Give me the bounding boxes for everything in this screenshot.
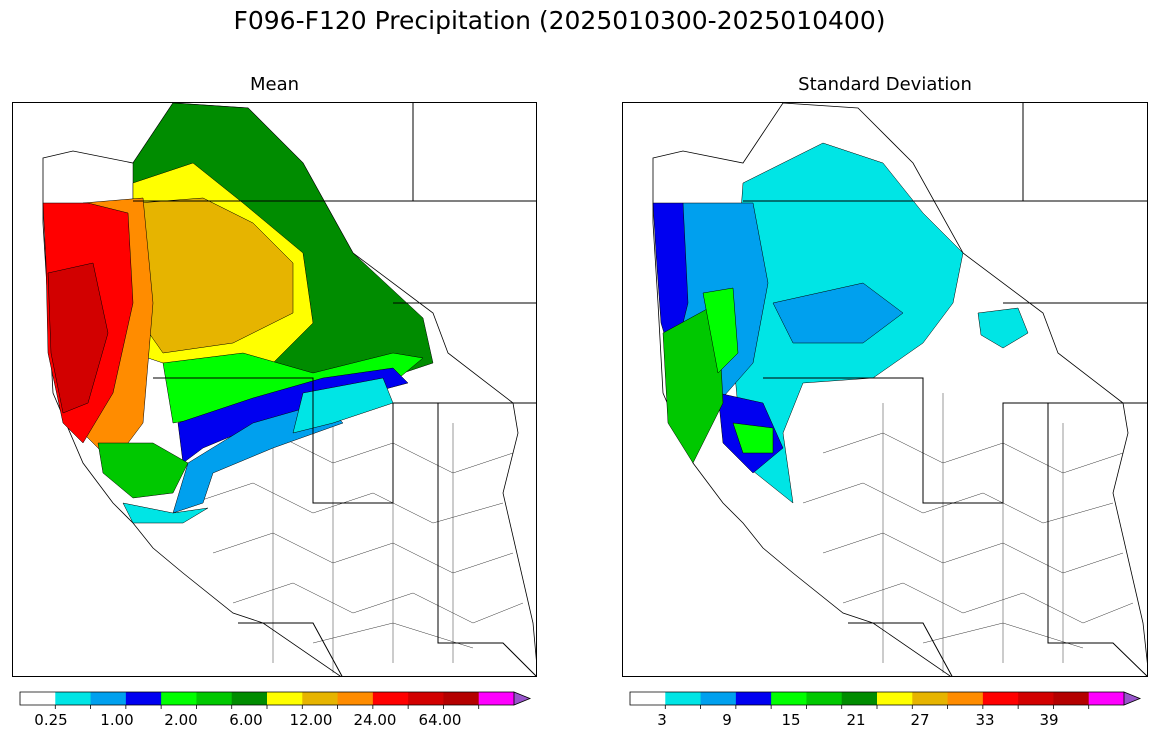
mean-colorbar-svg <box>19 691 532 709</box>
stddev-colorbar <box>629 690 1142 709</box>
stddev-colorbar-svg <box>629 691 1142 709</box>
mean-tick-label: 64.00 <box>418 711 462 729</box>
stddev-tick-label: 9 <box>722 711 732 729</box>
precip-green-south <box>97 442 189 499</box>
stddev-colorbar-swatch <box>877 692 913 705</box>
stddev-tick-label: 15 <box>781 711 801 729</box>
mean-colorbar-swatch <box>302 692 339 705</box>
mean-colorbar-swatch <box>161 692 197 705</box>
mean-colorbar-swatch <box>267 692 303 705</box>
precip-cyan <box>292 377 394 434</box>
stddev-lightgreen <box>702 287 739 374</box>
mean-tick-label: 24.00 <box>353 711 397 729</box>
stddev-tick-label: 21 <box>846 711 866 729</box>
stddev-colorbar-swatch <box>982 692 1019 705</box>
mean-colorbar-swatch <box>20 692 56 705</box>
stddev-midblue-inland <box>772 282 904 344</box>
stddev-tick-label: 27 <box>910 711 930 729</box>
mean-colorbar-swatch <box>372 692 409 705</box>
stddev-map <box>622 102 1148 677</box>
mean-tick-label: 0.25 <box>34 711 68 729</box>
figure-title: F096-F120 Precipitation (2025010300-2025… <box>233 6 886 35</box>
mean-colorbar <box>19 690 532 709</box>
stddev-colorbar-swatch <box>1053 692 1090 705</box>
mean-colorbar-extend-arrow <box>513 691 532 706</box>
stddev-tick-label: 33 <box>975 711 995 729</box>
stddev-colorbar-swatch <box>947 692 984 705</box>
stddev-colorbar-swatch <box>700 692 737 705</box>
mean-panel-title: Mean <box>249 74 300 95</box>
stddev-colorbar-swatch <box>1088 692 1125 705</box>
stddev-colorbar-swatch <box>912 692 949 705</box>
mean-colorbar-swatch <box>231 692 268 705</box>
stddev-cyan-east <box>977 307 1029 349</box>
stddev-map-canvas <box>652 103 1147 676</box>
stddev-colorbar-swatch <box>771 692 807 705</box>
mean-colorbar-swatch <box>443 692 480 705</box>
stddev-colorbar-swatch <box>665 692 702 705</box>
mean-colorbar-swatch <box>196 692 233 705</box>
mean-tick-label: 2.00 <box>164 711 198 729</box>
mean-colorbar-swatch <box>478 692 515 705</box>
mean-tick-label: 1.00 <box>100 711 134 729</box>
stddev-colorbar-extend-arrow <box>1123 691 1142 706</box>
precip-darkred-coast <box>47 262 109 414</box>
mean-tick-label: 12.00 <box>289 711 333 729</box>
precip-cyan-south <box>122 502 209 524</box>
stddev-lightgreen-south <box>732 422 774 454</box>
mean-map <box>12 102 537 677</box>
mean-tick-label: 6.00 <box>229 711 263 729</box>
mean-colorbar-swatch <box>90 692 127 705</box>
stddev-colorbar-swatch <box>841 692 878 705</box>
state-borders <box>743 103 1147 676</box>
mean-colorbar-swatch <box>337 692 374 705</box>
mean-colorbar-swatch <box>408 692 444 705</box>
stddev-tick-label: 3 <box>657 711 667 729</box>
stddev-colorbar-swatch <box>1018 692 1054 705</box>
state-borders <box>133 103 536 676</box>
mean-colorbar-swatch <box>55 692 92 705</box>
stddev-colorbar-swatch <box>806 692 843 705</box>
stddev-colorbar-swatch <box>735 692 772 705</box>
mean-colorbar-swatch <box>125 692 162 705</box>
stddev-tick-label: 39 <box>1039 711 1059 729</box>
mean-map-canvas <box>42 103 536 676</box>
stddev-panel-title: Standard Deviation <box>798 74 972 95</box>
stddev-colorbar-swatch <box>630 692 666 705</box>
